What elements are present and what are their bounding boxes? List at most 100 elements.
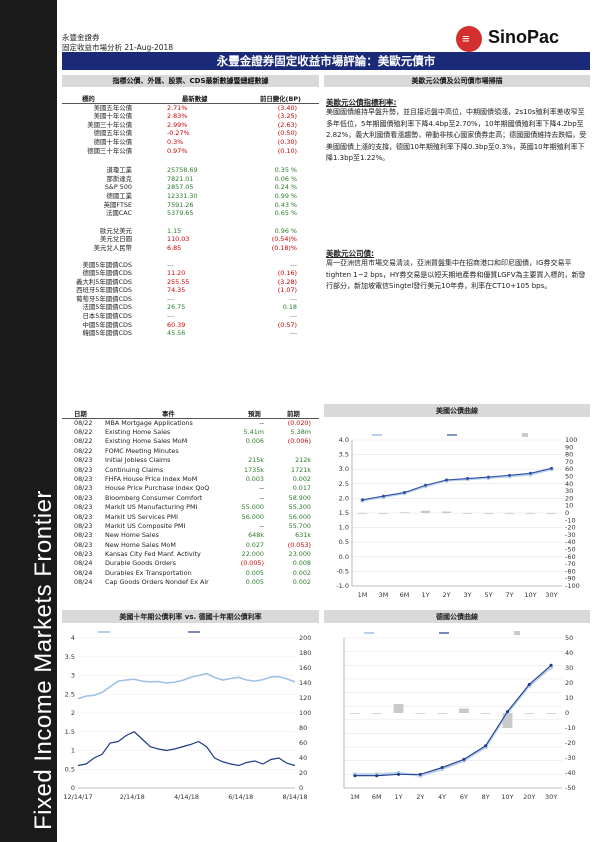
market-prev: 0.99 %: [274, 191, 297, 200]
cal-date: 08/23: [74, 521, 93, 530]
y2-tick-label: -20: [565, 524, 576, 532]
y2-tick-label: 100: [299, 709, 311, 717]
calendar-row: 08/22 Existing Home Sales 5.41m 5.38m: [62, 428, 319, 437]
company-name: 永豐金證券: [62, 33, 100, 42]
market-name: S&P 500: [104, 183, 132, 192]
economic-calendar-table: 日期 事件 預測 前期 08/22 MBA Mortgage Applicatio…: [62, 410, 319, 588]
spread-bar: [502, 713, 513, 728]
series-point: [403, 491, 406, 495]
y2-tick-label: -10: [565, 516, 576, 524]
market-name: 美元兌日圓: [100, 235, 132, 244]
market-name: 道瓊工業: [106, 166, 132, 175]
cal-actual: 56.000: [288, 512, 311, 521]
market-name: 德國十年公債: [93, 137, 132, 146]
logo-text: SinoPac: [488, 27, 560, 47]
market-row: 德國三十年公債 0.97% (0.10): [62, 147, 319, 156]
series-point: [445, 478, 448, 482]
cal-forecast: 215k: [248, 456, 264, 465]
y2-tick-label: -20: [565, 739, 576, 747]
de-curve-title: 德國公債曲線: [436, 613, 478, 621]
spread-bar: [524, 713, 535, 714]
y-tick-label: 1.0: [339, 524, 349, 532]
cal-forecast: --: [259, 493, 264, 502]
market-prev: (3.25): [277, 112, 297, 121]
y-tick-label: 1.5: [65, 728, 75, 736]
x-tick-label: 12/14/17: [63, 793, 92, 801]
cal-date: 08/22: [74, 446, 93, 455]
market-name: 德國三十年公債: [87, 146, 132, 155]
y2-tick-label: 10: [565, 502, 573, 510]
x-tick-label: 3Y: [463, 591, 471, 599]
cal-event: Initial Jobless Claims: [105, 456, 171, 465]
series-line: [354, 664, 552, 777]
market-latest: 7591.26: [167, 200, 194, 209]
calendar-row: 08/23 Bloomberg Consumer Comfort -- 58.900: [62, 494, 319, 503]
x-tick-label: 5Y: [484, 591, 492, 599]
y2-tick-label: 120: [299, 694, 311, 702]
compare-title-bar: [62, 610, 319, 623]
series-point: [353, 774, 357, 778]
cal-date: 08/24: [74, 559, 93, 568]
y2-tick-label: -100: [565, 582, 580, 590]
calendar-row: 08/23 Markit US Composite PMI -- 55.700: [62, 522, 319, 531]
cal-date-header: 日期: [74, 410, 87, 418]
cal-event: New Home Sales: [105, 531, 159, 540]
cal-date: 08/23: [74, 474, 93, 483]
y2-tick-label: -40: [565, 538, 576, 546]
cal-forecast: 0.006: [245, 437, 264, 446]
market-latest: ---: [167, 294, 174, 303]
y2-tick-label: 80: [299, 724, 307, 732]
market-row: 西班牙5年國債CDS 74.35 (1.07): [62, 286, 319, 295]
y-tick-label: 3.0: [339, 465, 349, 473]
cal-date: 08/22: [74, 437, 93, 446]
cal-date: 08/23: [74, 550, 93, 559]
y2-tick-label: 160: [299, 664, 311, 672]
market-prev: ---: [290, 329, 297, 338]
cal-date: 08/23: [74, 503, 93, 512]
series-line: [77, 731, 296, 767]
market-latest: 0.97%: [167, 146, 188, 155]
spread-bar: [480, 713, 491, 714]
sinopac-logo-icon: ≡: [456, 26, 482, 52]
cal-actual: 0.002: [292, 568, 311, 577]
market-latest: 2857.05: [167, 183, 194, 192]
market-latest: ---: [167, 312, 174, 321]
y-tick-label: 0.5: [65, 765, 75, 773]
calendar-row: 08/24 Durable Goods Orders (0.005) 0.008: [62, 559, 319, 568]
market-prev: (0.10): [277, 146, 297, 155]
market-name: 德國工業: [106, 191, 132, 200]
market-prev: (0.54)%: [271, 235, 297, 244]
calendar-row: 08/23 FHFA House Price Index MoM 0.003 0.00…: [62, 475, 319, 484]
y-tick-label: 2.5: [65, 690, 75, 698]
spread-bar: [546, 513, 557, 514]
cal-forecast: 22.000: [241, 550, 264, 559]
cal-event-header: 事件: [162, 410, 175, 418]
x-tick-label: 30Y: [545, 591, 557, 599]
us-curve-title-bar: [324, 404, 590, 417]
market-data-table: 標的 最新數據 前日變化(BP) 美國五年公債 2.71% (3.40) 美國十年公債…: [62, 95, 319, 338]
corp-bonds-heading: 美歐元公司債:: [326, 249, 374, 258]
market-row: 法國5年國債CDS 26.75 0.18: [62, 303, 319, 312]
x-tick-label: 1M: [350, 793, 360, 801]
spread-bar: [399, 512, 410, 514]
bond-rates-heading: 美歐元公債指標利率:: [326, 98, 397, 107]
cal-event: Existing Home Sales: [105, 427, 171, 436]
spread-bar: [393, 704, 404, 713]
y2-tick-label: 30: [565, 664, 573, 672]
spread-bar: [462, 513, 473, 514]
y2-tick-label: -50: [565, 546, 576, 554]
market-prev: ---: [290, 260, 297, 269]
cal-date: 08/23: [74, 512, 93, 521]
y2-tick-label: 10: [565, 694, 573, 702]
cal-date: 08/22: [74, 418, 93, 427]
market-latest: 45.56: [167, 329, 186, 338]
calendar-row: 08/23 Initial Jobless Claims 215k 212k: [62, 456, 319, 465]
cal-event: New Home Sales MoM: [105, 540, 176, 549]
y2-tick-label: 40: [565, 480, 573, 488]
sidebar-title: Fixed Income Markets Frontier: [30, 490, 57, 830]
spread-bar: [349, 713, 360, 714]
series-point: [506, 710, 509, 714]
y2-tick-label: 0: [299, 784, 303, 792]
spread-bar: [357, 513, 368, 514]
market-name: 日本5年國債CDS: [82, 312, 132, 321]
